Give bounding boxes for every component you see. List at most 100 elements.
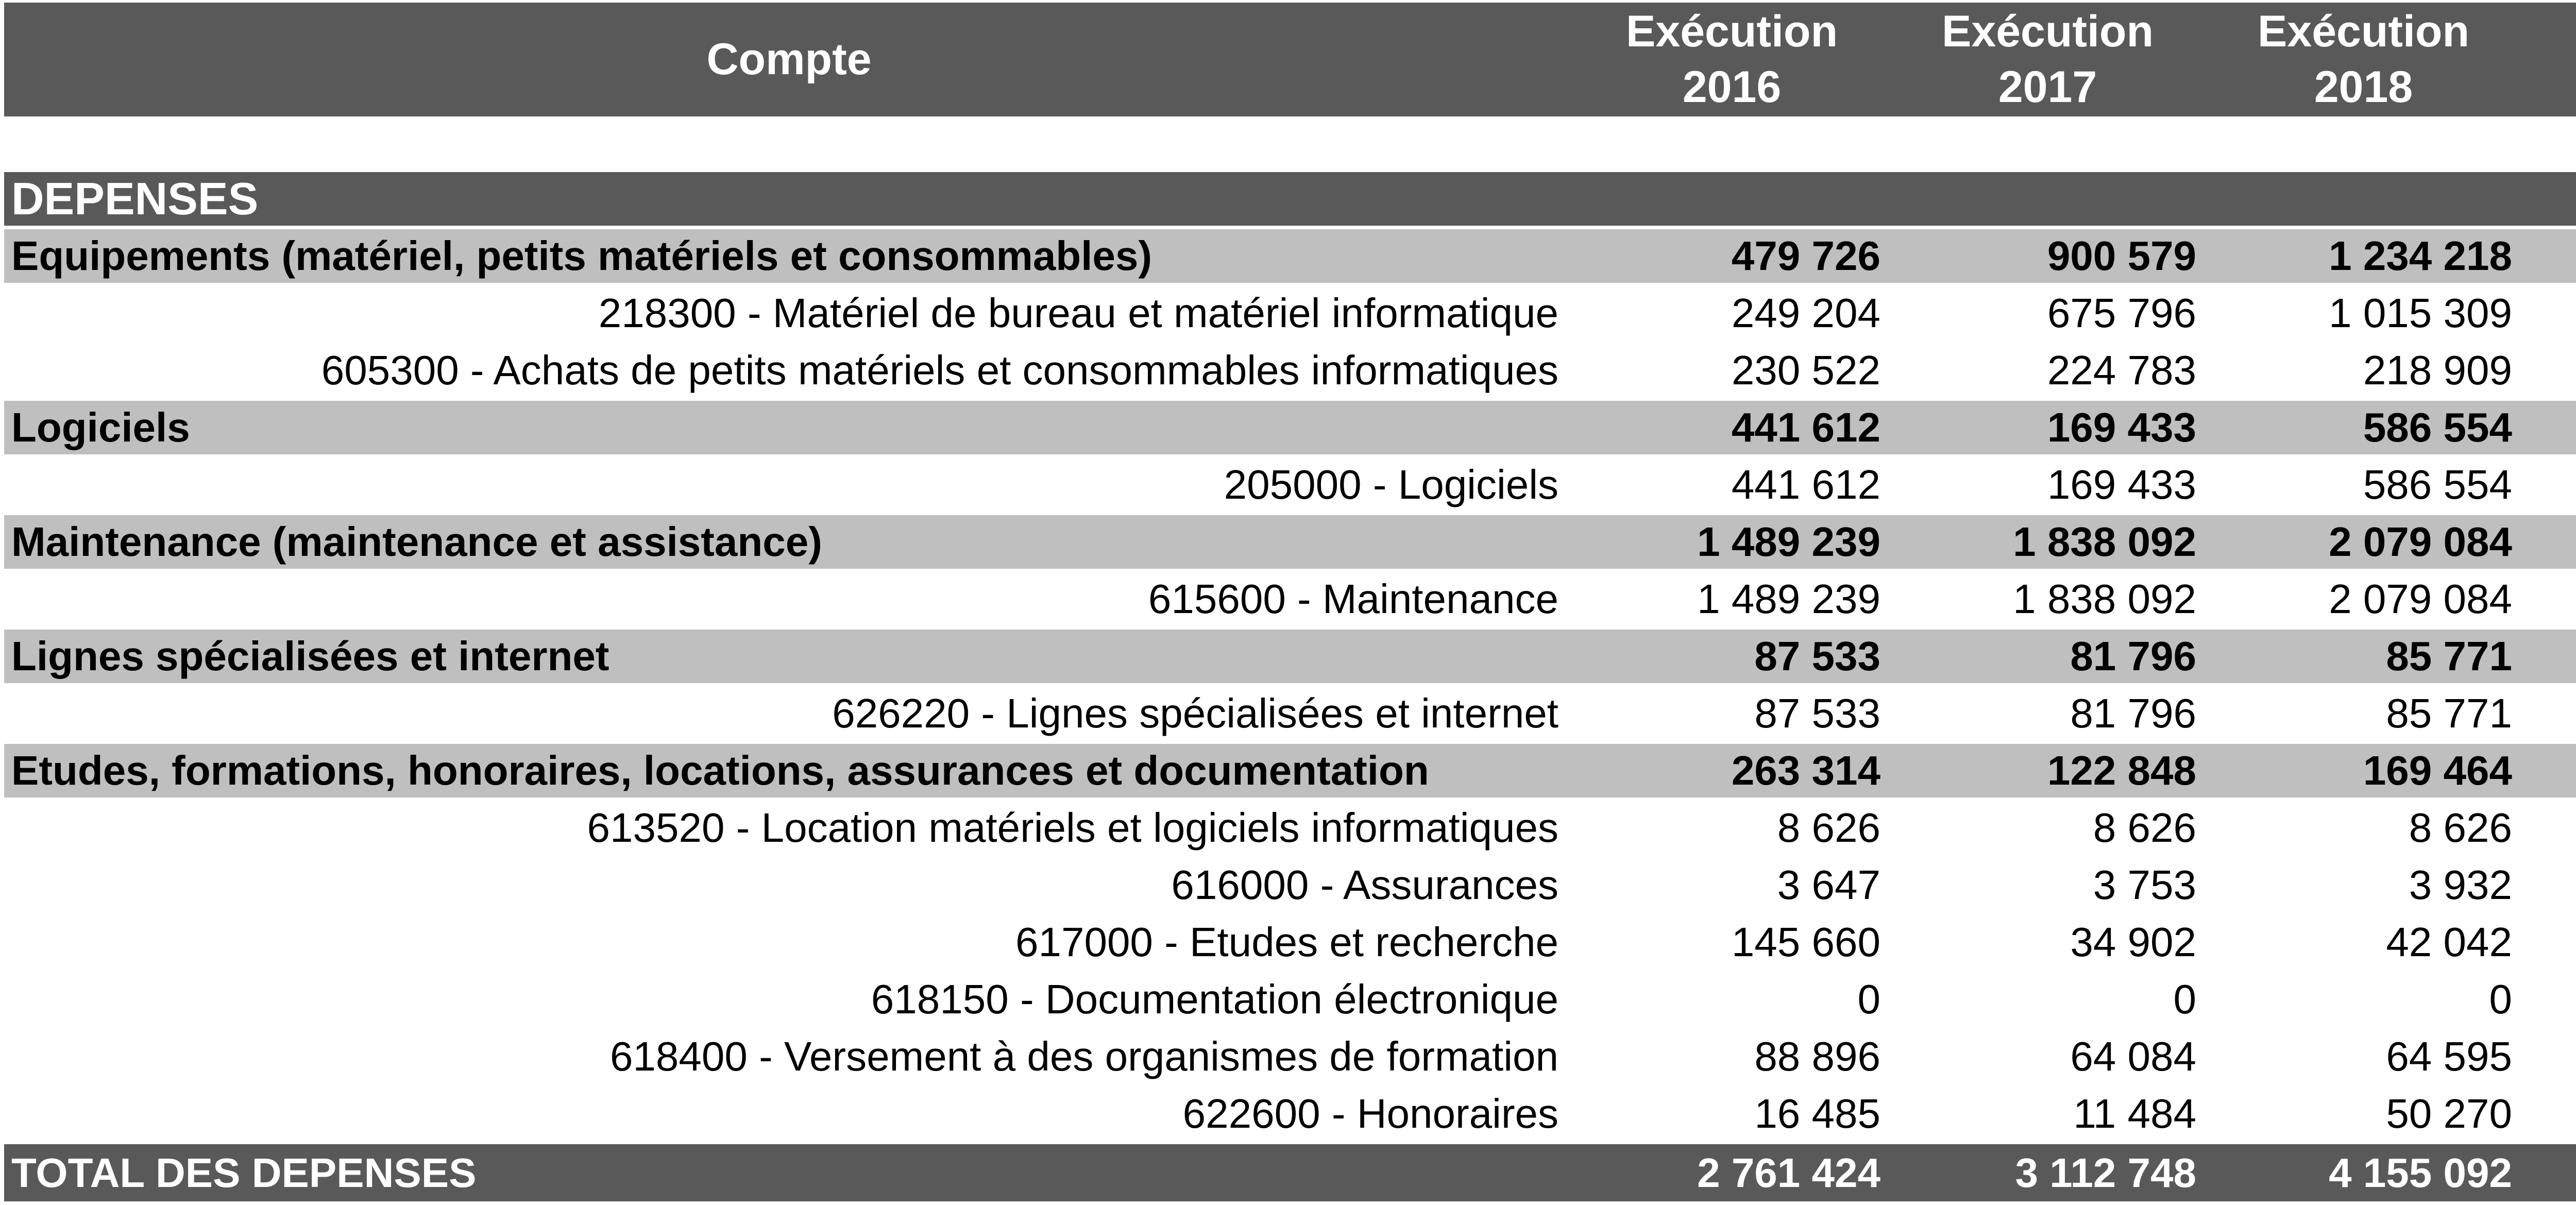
value-cell-2016: 16 485 [1574, 1087, 1890, 1144]
value-cell-2016: 3 647 [1574, 858, 1890, 915]
account-label: 205000 - Logiciels [0, 458, 1574, 515]
value-cell-2016: 230 522 [1574, 344, 1890, 401]
value-cell-2019: 85 559 [2521, 630, 2576, 687]
table-body: DEPENSES Equipements (matériel, petits m… [0, 172, 2576, 1201]
header-row: Compte Exécution 2016 Exécution 2017 Exé… [0, 0, 2576, 116]
value-cell-2016: 263 314 [1574, 744, 1890, 801]
header-exec-2019-year: 2019 [2521, 60, 2576, 115]
value-cell-2016: 1 489 239 [1574, 572, 1890, 630]
value-cell-2016: 8 626 [1574, 801, 1890, 858]
value-cell-2019: 2 254 566 [2521, 572, 2576, 630]
account-label: 605300 - Achats de petits matériels et c… [0, 344, 1574, 401]
value-cell-2016 [1574, 172, 1890, 229]
value-cell-2019 [2521, 172, 2576, 229]
total-label: TOTAL DES DEPENSES [0, 1144, 1574, 1201]
row-equipements: Equipements (matériel, petits matériels … [0, 229, 2576, 286]
value-cell-2017: 169 433 [1890, 401, 2206, 458]
value-cell-2017: 11 484 [1890, 1087, 2206, 1144]
value-cell-2019: 24 624 [2521, 1087, 2576, 1144]
value-cell-2018: 218 909 [2206, 344, 2521, 401]
value-cell-2018: 1 234 218 [2206, 229, 2521, 286]
value-cell-2018: 64 595 [2206, 1030, 2521, 1087]
value-cell-2018: 0 [2206, 973, 2521, 1030]
value-cell-2017: 81 796 [1890, 630, 2206, 687]
row-total-depenses: TOTAL DES DEPENSES 2 761 424 3 112 748 4… [0, 1144, 2576, 1201]
account-label: 617000 - Etudes et recherche [0, 915, 1574, 973]
value-cell-2017: 224 783 [1890, 344, 2206, 401]
row-account-622600: 622600 - Honoraires 16 485 11 484 50 270… [0, 1087, 2576, 1144]
value-cell-2017: 0 [1890, 973, 2206, 1030]
category-label: Lignes spécialisées et internet [0, 630, 1574, 687]
category-label: Equipements (matériel, petits matériels … [0, 229, 1574, 286]
value-cell-2018: 42 042 [2206, 915, 2521, 973]
account-label: 615600 - Maintenance [0, 572, 1574, 630]
category-label: Logiciels [0, 401, 1574, 458]
row-account-618150: 618150 - Documentation électronique 0 0 … [0, 973, 2576, 1030]
header-exec-2017-year: 2017 [1998, 62, 2097, 112]
value-cell-2019: 8 626 [2521, 801, 2576, 858]
value-cell-2018: 85 771 [2206, 687, 2521, 744]
value-cell-2016: 87 533 [1574, 687, 1890, 744]
value-cell-2017: 34 902 [1890, 915, 2206, 973]
header-exec-2016: Exécution 2016 [1574, 0, 1890, 116]
value-cell-2018: 50 270 [2206, 1087, 2521, 1144]
value-cell-2017: 64 084 [1890, 1030, 2206, 1087]
value-cell-2017: 122 848 [1890, 744, 2206, 801]
section-label: DEPENSES [0, 172, 1574, 229]
row-account-205000: 205000 - Logiciels 441 612 169 433 586 5… [0, 458, 2576, 515]
header-exec-2017: Exécution 2017 [1890, 0, 2206, 116]
table-header: Compte Exécution 2016 Exécution 2017 Exé… [0, 0, 2576, 172]
header-compte: Compte [0, 0, 1574, 116]
row-account-218300: 218300 - Matériel de bureau et matériel … [0, 286, 2576, 344]
row-account-615600: 615600 - Maintenance 1 489 239 1 838 092… [0, 572, 2576, 630]
value-cell-2016: 88 896 [1574, 1030, 1890, 1087]
value-cell-2016: 145 660 [1574, 915, 1890, 973]
value-cell-2018: 3 932 [2206, 858, 2521, 915]
value-cell-2019: 4 616 164 [2521, 1144, 2576, 1201]
header-exec-2017-title: Exécution [1942, 7, 2154, 56]
row-account-626220: 626220 - Lignes spécialisées et internet… [0, 687, 2576, 744]
value-cell-2019: 2 254 566 [2521, 515, 2576, 572]
row-account-616000: 616000 - Assurances 3 647 3 753 3 932 0 … [0, 858, 2576, 915]
value-cell-2017: 8 626 [1890, 801, 2206, 858]
value-cell-2018: 8 626 [2206, 801, 2521, 858]
value-cell-2019: 0 [2521, 858, 2576, 915]
value-cell-2017: 675 796 [1890, 286, 2206, 344]
header-exec-2018: Exécution 2018 [2206, 0, 2521, 116]
row-logiciels: Logiciels 441 612 169 433 586 554 643 35… [0, 401, 2576, 458]
header-body-spacer [0, 116, 2576, 172]
header-exec-2016-year: 2016 [1682, 62, 1782, 112]
value-cell-2016: 0 [1574, 973, 1890, 1030]
account-label: 218300 - Matériel de bureau et matériel … [0, 286, 1574, 344]
row-account-617000: 617000 - Etudes et recherche 145 660 34 … [0, 915, 2576, 973]
header-exec-2016-title: Exécution [1626, 7, 1838, 56]
value-cell-2018: 1 015 309 [2206, 286, 2521, 344]
value-cell-2018: 4 155 092 [2206, 1144, 2521, 1201]
value-cell-2016: 1 489 239 [1574, 515, 1890, 572]
header-exec-2019: Exécution 2019 [2521, 0, 2576, 116]
value-cell-2018: 586 554 [2206, 401, 2521, 458]
value-cell-2018: 2 079 084 [2206, 515, 2521, 572]
value-cell-2016: 479 726 [1574, 229, 1890, 286]
value-cell-2019: 643 355 [2521, 401, 2576, 458]
value-cell-2019: 0 [2521, 973, 2576, 1030]
value-cell-2017: 1 838 092 [1890, 572, 2206, 630]
category-label: Maintenance (maintenance et assistance) [0, 515, 1574, 572]
value-cell-2017 [1890, 172, 2206, 229]
account-label: 626220 - Lignes spécialisées et internet [0, 687, 1574, 744]
value-cell-2017: 900 579 [1890, 229, 2206, 286]
value-cell-2016: 441 612 [1574, 401, 1890, 458]
value-cell-2019: 108 762 [2521, 915, 2576, 973]
value-cell-2019: 237 435 [2521, 744, 2576, 801]
value-cell-2019: 249 919 [2521, 344, 2576, 401]
value-cell-2019: 1 145 330 [2521, 286, 2576, 344]
value-cell-2019: 85 559 [2521, 687, 2576, 744]
value-cell-2018: 169 464 [2206, 744, 2521, 801]
account-label: 616000 - Assurances [0, 858, 1574, 915]
value-cell-2018: 2 079 084 [2206, 572, 2521, 630]
row-depenses-section: DEPENSES [0, 172, 2576, 229]
value-cell-2016: 87 533 [1574, 630, 1890, 687]
row-account-618400: 618400 - Versement à des organismes de f… [0, 1030, 2576, 1087]
value-cell-2017: 81 796 [1890, 687, 2206, 744]
